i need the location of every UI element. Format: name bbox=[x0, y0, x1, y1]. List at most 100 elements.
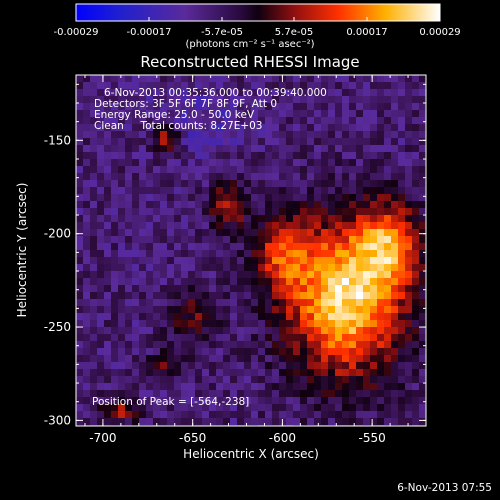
heatmap-cell bbox=[384, 362, 392, 370]
heatmap-cell bbox=[153, 404, 161, 412]
heatmap-cell bbox=[153, 369, 161, 377]
heatmap-cell bbox=[321, 173, 329, 181]
heatmap-cell bbox=[251, 313, 259, 321]
heatmap-cell bbox=[139, 334, 147, 342]
y-tick-label: -200 bbox=[44, 227, 71, 241]
heatmap-cell bbox=[405, 257, 413, 265]
heatmap-cell bbox=[160, 166, 168, 174]
heatmap-cell bbox=[300, 292, 308, 300]
heatmap-cell bbox=[412, 159, 420, 167]
heatmap-cell bbox=[223, 383, 231, 391]
heatmap-cell bbox=[97, 299, 105, 307]
heatmap-cell bbox=[272, 313, 280, 321]
heatmap-cell bbox=[237, 229, 245, 237]
heatmap-cell bbox=[349, 110, 357, 118]
heatmap-cell bbox=[314, 404, 322, 412]
heatmap-cell bbox=[258, 418, 266, 426]
heatmap-cell bbox=[370, 96, 378, 104]
heatmap-cell bbox=[230, 243, 238, 251]
heatmap-cell bbox=[300, 383, 308, 391]
heatmap-cell bbox=[293, 138, 301, 146]
heatmap-cell bbox=[97, 404, 105, 412]
heatmap-cell bbox=[195, 313, 203, 321]
heatmap-cell bbox=[391, 131, 399, 139]
heatmap-cell bbox=[370, 292, 378, 300]
heatmap-cell bbox=[307, 320, 315, 328]
heatmap-cell bbox=[195, 306, 203, 314]
heatmap-cell bbox=[181, 271, 189, 279]
heatmap-cell bbox=[405, 250, 413, 258]
heatmap-cell bbox=[391, 96, 399, 104]
heatmap-cell bbox=[111, 341, 119, 349]
heatmap-cell bbox=[391, 243, 399, 251]
heatmap-cell bbox=[398, 89, 406, 97]
heatmap-cell bbox=[328, 250, 336, 258]
heatmap-cell bbox=[419, 236, 426, 244]
heatmap-cell bbox=[307, 201, 315, 209]
heatmap-cell bbox=[384, 236, 392, 244]
heatmap-cell bbox=[83, 320, 91, 328]
heatmap-cell bbox=[363, 327, 371, 335]
heatmap-cell bbox=[300, 397, 308, 405]
heatmap-cell bbox=[125, 222, 133, 230]
heatmap-cell bbox=[125, 327, 133, 335]
heatmap-cell bbox=[412, 187, 420, 195]
heatmap-cell bbox=[83, 215, 91, 223]
heatmap-cell bbox=[223, 82, 231, 90]
heatmap-cell bbox=[328, 173, 336, 181]
heatmap-cell bbox=[356, 327, 364, 335]
heatmap-cell bbox=[167, 222, 175, 230]
heatmap-cell bbox=[258, 348, 266, 356]
heatmap-cell bbox=[167, 124, 175, 132]
heatmap-cell bbox=[237, 411, 245, 419]
heatmap-cell bbox=[272, 250, 280, 258]
heatmap-cell bbox=[146, 103, 154, 111]
heatmap-cell bbox=[111, 271, 119, 279]
heatmap-cell bbox=[356, 271, 364, 279]
heatmap-cell bbox=[272, 285, 280, 293]
heatmap-cell bbox=[279, 173, 287, 181]
heatmap-cell bbox=[363, 145, 371, 153]
heatmap-cell bbox=[363, 418, 371, 426]
info-clean: Clean Total counts: 8.27E+03 bbox=[94, 120, 263, 132]
heatmap-cell bbox=[363, 292, 371, 300]
heatmap-cell bbox=[181, 306, 189, 314]
heatmap-cell bbox=[279, 250, 287, 258]
heatmap-cell bbox=[195, 194, 203, 202]
heatmap-cell bbox=[293, 173, 301, 181]
heatmap-cell bbox=[139, 306, 147, 314]
heatmap-cell bbox=[300, 341, 308, 349]
heatmap-cell bbox=[398, 264, 406, 272]
heatmap-cell bbox=[321, 243, 329, 251]
heatmap-cell bbox=[335, 187, 343, 195]
heatmap-cell bbox=[209, 313, 217, 321]
heatmap-cell bbox=[335, 117, 343, 125]
heatmap-cell bbox=[265, 124, 273, 132]
heatmap-cell bbox=[139, 236, 147, 244]
heatmap-cell bbox=[97, 320, 105, 328]
heatmap-cell bbox=[419, 334, 426, 342]
heatmap-cell bbox=[111, 194, 119, 202]
heatmap-cell bbox=[265, 166, 273, 174]
heatmap-cell bbox=[146, 397, 154, 405]
heatmap-cell bbox=[118, 208, 126, 216]
heatmap-cell bbox=[167, 89, 175, 97]
heatmap-cell bbox=[76, 117, 84, 125]
heatmap-cell bbox=[104, 278, 112, 286]
heatmap-cell bbox=[251, 271, 259, 279]
heatmap-cell bbox=[405, 271, 413, 279]
heatmap-cell bbox=[412, 376, 420, 384]
heatmap-cell bbox=[307, 250, 315, 258]
heatmap-cell bbox=[118, 236, 126, 244]
heatmap-cell bbox=[244, 250, 252, 258]
heatmap-cell bbox=[90, 124, 98, 132]
heatmap-cell bbox=[314, 320, 322, 328]
heatmap-cell bbox=[391, 404, 399, 412]
heatmap-cell bbox=[300, 418, 308, 426]
heatmap-cell bbox=[153, 362, 161, 370]
heatmap-cell bbox=[223, 320, 231, 328]
heatmap-cell bbox=[83, 173, 91, 181]
heatmap-cell bbox=[76, 390, 84, 398]
heatmap-cell bbox=[391, 124, 399, 132]
heatmap-cell bbox=[195, 369, 203, 377]
